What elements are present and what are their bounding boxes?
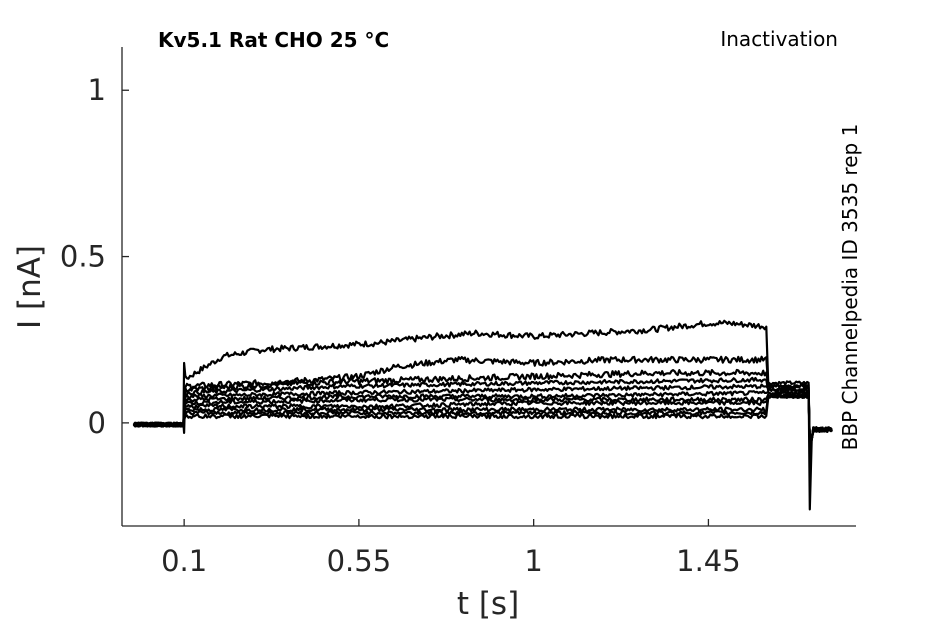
current-trace [132,368,833,449]
x-tick-label: 0.55 [327,544,392,578]
y-tick-label: 1 [88,73,106,107]
protocol-label: Inactivation [720,27,838,51]
current-trace [133,393,833,442]
plot-area [132,319,833,511]
current-trace [133,390,833,446]
current-trace [133,383,833,447]
current-trace [132,376,833,448]
x-axis-label: t [s] [457,586,519,622]
current-trace [133,393,833,441]
x-tick-label: 1.45 [676,544,741,578]
ticks: 0.1 0.55 1 1.45 0 0.5 1 [60,73,741,578]
y-axis-label: I [nA] [12,245,48,329]
y-tick-label: 0.5 [60,240,106,274]
current-trace [132,393,833,443]
y-tick-label: 0 [88,406,106,440]
chart-title: Kv5.1 Rat CHO 25 °C [158,28,389,52]
current-trace [133,390,833,445]
current-trace [132,355,833,450]
x-tick-label: 0.1 [161,544,207,578]
current-trace [133,319,833,511]
axes [121,47,856,527]
current-trace [132,393,833,444]
source-id-label: BBP Channelpedia ID 3535 rep 1 [838,124,862,451]
x-tick-label: 1 [524,544,542,578]
